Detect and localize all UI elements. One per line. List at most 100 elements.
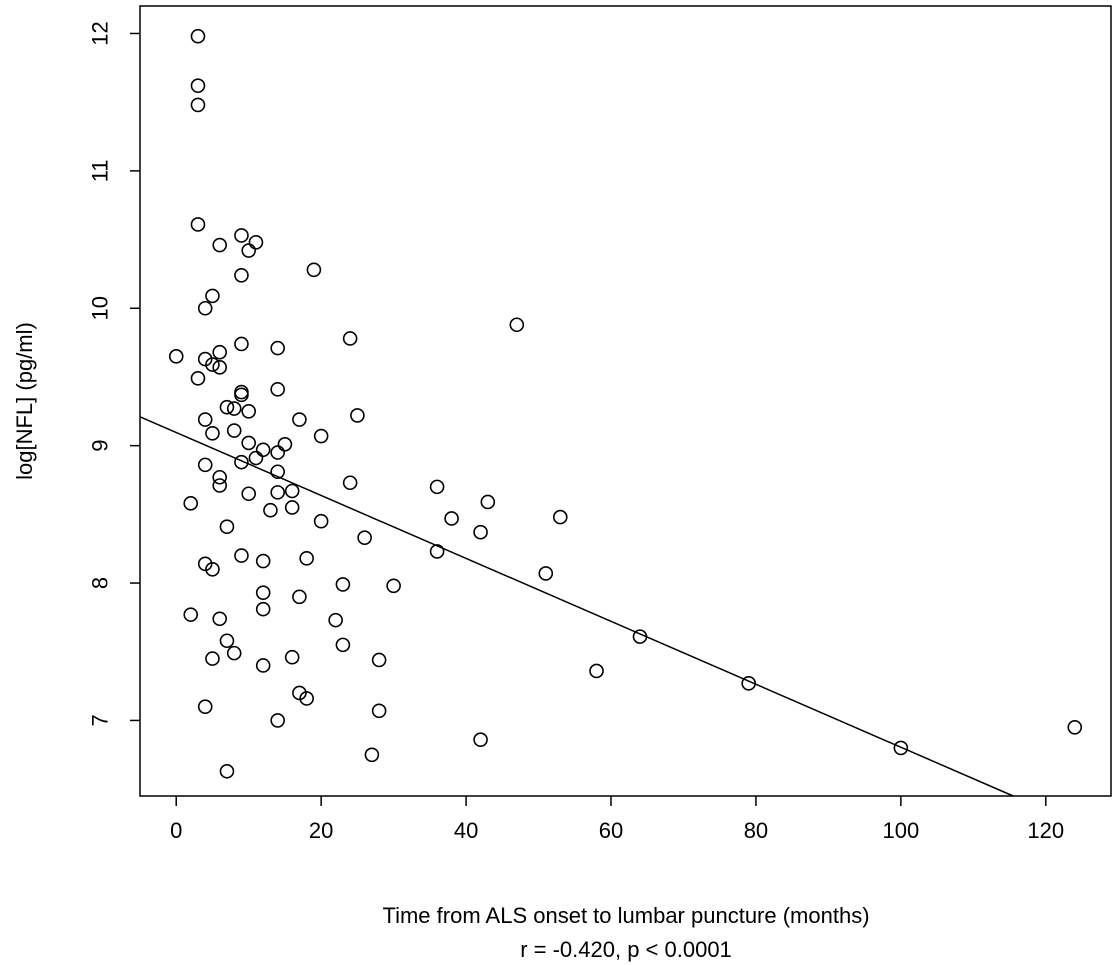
y-tick-label: 10 xyxy=(88,296,113,320)
x-axis: 0 20 40 60 80 100 120 xyxy=(170,796,1064,843)
data-point xyxy=(299,551,314,566)
data-point xyxy=(429,544,445,559)
data-point xyxy=(190,28,206,44)
data-point xyxy=(205,651,220,666)
data-point xyxy=(371,703,387,719)
data-point xyxy=(190,371,206,386)
plot-area-frame xyxy=(139,5,1112,797)
y-axis-title: log[NFL] (pg/ml) xyxy=(12,322,37,480)
data-point xyxy=(197,699,213,714)
data-point xyxy=(284,483,300,499)
data-point xyxy=(197,412,213,427)
data-point xyxy=(197,351,213,367)
y-tick-label: 7 xyxy=(88,714,113,726)
y-tick-label: 9 xyxy=(88,440,113,452)
x-tick-label: 120 xyxy=(1027,818,1064,843)
data-point xyxy=(190,78,206,93)
data-point xyxy=(205,425,220,441)
data-point xyxy=(205,288,220,304)
data-point xyxy=(212,344,228,360)
data-point xyxy=(552,509,568,525)
x-tick-label: 40 xyxy=(454,818,478,843)
x-tick-label: 0 xyxy=(170,818,182,843)
y-axis: 7 8 9 10 11 12 xyxy=(88,21,140,727)
data-point xyxy=(234,267,249,283)
data-point xyxy=(386,578,401,594)
data-point xyxy=(371,652,387,668)
data-point xyxy=(292,412,307,427)
data-point xyxy=(212,469,228,485)
data-point xyxy=(741,676,756,691)
x-axis-title: Time from ALS onset to lumbar puncture (… xyxy=(382,903,869,928)
data-point xyxy=(292,685,307,701)
data-point xyxy=(284,649,300,665)
x-tick-label: 20 xyxy=(309,818,333,843)
data-point xyxy=(429,479,445,495)
data-point xyxy=(270,485,285,500)
data-point xyxy=(219,519,235,535)
x-tick-label: 60 xyxy=(599,818,623,843)
regression-line xyxy=(139,416,1014,797)
data-point xyxy=(255,553,271,569)
data-point xyxy=(335,637,351,653)
data-point xyxy=(197,300,213,316)
data-point xyxy=(241,243,256,258)
data-point xyxy=(335,577,351,592)
data-point xyxy=(226,401,242,416)
data-point xyxy=(893,740,909,756)
data-point xyxy=(255,601,271,617)
data-point xyxy=(284,500,300,515)
data-point xyxy=(270,340,285,356)
data-point xyxy=(241,404,256,419)
data-point xyxy=(212,478,228,493)
data-point xyxy=(212,360,228,375)
data-point xyxy=(219,633,235,649)
data-point xyxy=(473,524,488,540)
data-point xyxy=(234,387,249,403)
data-point xyxy=(212,611,228,627)
data-point xyxy=(342,331,358,346)
data-point xyxy=(270,713,285,728)
data-point xyxy=(255,585,271,600)
data-point xyxy=(589,663,604,679)
data-point xyxy=(328,612,343,628)
data-point xyxy=(234,548,249,563)
data-point xyxy=(292,589,307,605)
data-point xyxy=(219,399,235,415)
data-points xyxy=(168,28,1083,779)
data-point xyxy=(313,428,329,444)
data-point xyxy=(183,496,199,511)
data-point xyxy=(342,475,358,491)
y-tick-label: 12 xyxy=(88,21,113,45)
data-point xyxy=(205,357,220,372)
data-point xyxy=(168,349,184,364)
data-point xyxy=(1067,720,1083,735)
data-point xyxy=(212,237,228,253)
data-point xyxy=(226,645,242,661)
data-point xyxy=(263,502,278,518)
data-point xyxy=(299,691,314,706)
data-point xyxy=(270,445,285,460)
data-point xyxy=(248,450,264,466)
x-tick-label: 100 xyxy=(882,818,919,843)
data-point xyxy=(350,408,365,423)
data-point xyxy=(270,382,285,397)
data-point xyxy=(241,486,256,502)
data-point xyxy=(234,336,249,352)
data-point xyxy=(197,556,213,572)
data-point xyxy=(190,217,206,232)
data-point xyxy=(190,97,206,113)
data-point xyxy=(473,732,488,747)
data-point xyxy=(538,566,554,581)
x-tick-label: 80 xyxy=(744,818,768,843)
data-point xyxy=(183,607,199,622)
data-point xyxy=(205,562,220,577)
data-point xyxy=(219,763,235,779)
data-point xyxy=(444,511,459,526)
data-point xyxy=(509,317,525,333)
y-tick-label: 11 xyxy=(88,159,113,182)
data-point xyxy=(255,442,271,458)
y-tick-label: 8 xyxy=(88,577,113,589)
data-point xyxy=(306,262,322,278)
data-point xyxy=(248,235,264,250)
